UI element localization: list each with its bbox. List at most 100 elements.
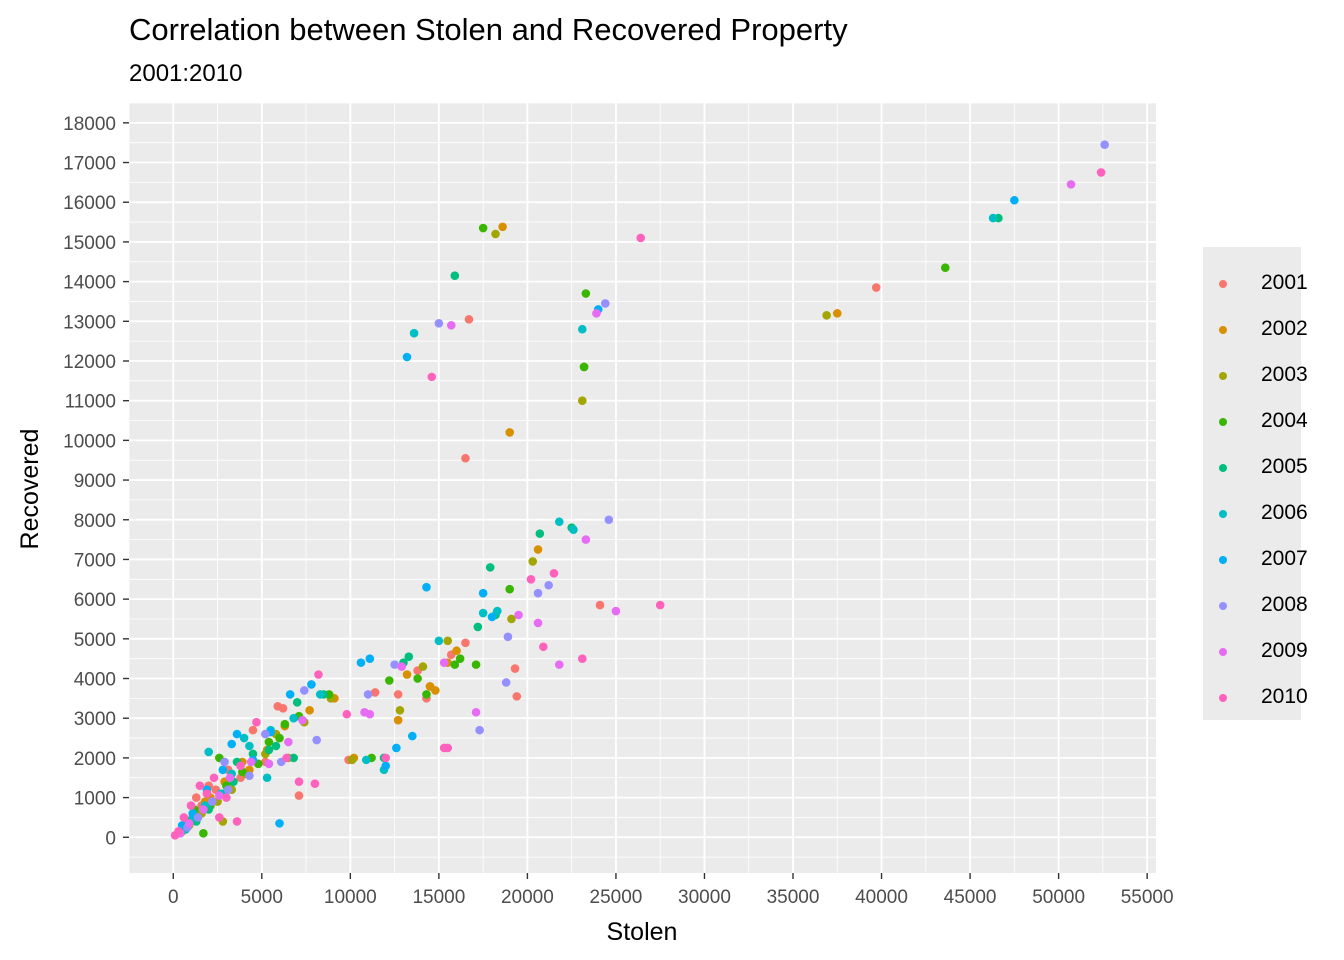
data-point-2009: [446, 320, 456, 330]
data-point-2004: [384, 676, 394, 685]
legend-label: 2003: [1261, 363, 1308, 386]
x-tick-label: 25000: [590, 887, 643, 908]
data-point-2010: [577, 654, 587, 663]
data-point-2008: [601, 299, 610, 308]
data-point-2008: [1100, 140, 1109, 149]
y-tick-label: 5000: [74, 630, 116, 651]
data-point-2008: [299, 686, 309, 695]
y-tick-label: 6000: [74, 590, 116, 611]
data-point-2002: [832, 309, 842, 318]
data-point-2004: [264, 737, 274, 747]
data-point-2001: [461, 638, 470, 648]
data-point-2004: [471, 660, 481, 669]
x-tick-label: 55000: [1121, 887, 1174, 908]
data-point-2009: [554, 660, 564, 669]
y-tick-label: 18000: [63, 114, 116, 135]
data-point-2006: [569, 525, 578, 534]
x-tick-label: 20000: [501, 887, 554, 908]
data-point-2006: [409, 328, 419, 338]
data-point-2007: [275, 819, 284, 828]
legend-key: [1219, 602, 1227, 610]
data-point-2003: [528, 557, 538, 566]
data-point-2006: [988, 213, 998, 223]
x-tick-label: 35000: [767, 887, 820, 908]
data-point-2007: [227, 739, 236, 749]
y-tick-label: 11000: [65, 392, 116, 413]
data-point-2003: [507, 614, 516, 624]
data-point-2005: [450, 271, 460, 280]
data-point-2002: [393, 715, 403, 725]
data-point-2009: [1066, 180, 1076, 189]
data-point-2001: [464, 315, 474, 324]
data-point-2006: [434, 636, 444, 646]
legend-label: 2002: [1261, 317, 1308, 340]
y-tick-label: 8000: [74, 511, 116, 532]
y-tick-label: 0: [105, 828, 116, 849]
data-point-2010: [236, 761, 245, 771]
data-point-2010: [232, 817, 242, 826]
y-tick-label: 10000: [63, 431, 116, 452]
legend-item-2006: 2006: [1203, 491, 1308, 537]
data-point-2008: [604, 515, 614, 525]
data-point-2003: [418, 662, 428, 671]
y-tick-label: 1000: [74, 789, 116, 810]
y-tick-label: 13000: [63, 312, 116, 333]
data-point-2004: [455, 654, 465, 663]
data-point-2009: [284, 737, 293, 747]
data-point-2008: [245, 771, 254, 781]
data-point-2005: [248, 749, 258, 759]
data-point-2006: [239, 733, 249, 743]
data-point-2008: [475, 725, 484, 735]
data-point-2009: [246, 757, 256, 767]
data-point-2007: [285, 690, 295, 699]
data-point-2006: [262, 773, 272, 783]
data-point-2001: [595, 600, 605, 610]
data-point-2004: [478, 223, 488, 233]
data-point-2010: [310, 779, 320, 788]
data-point-2009: [264, 759, 274, 769]
data-point-2002: [498, 222, 507, 232]
legend-label: 2001: [1261, 271, 1308, 294]
legend-item-2001: 2001: [1203, 261, 1308, 307]
chart-title: Correlation between Stolen and Recovered…: [129, 12, 848, 47]
data-point-2006: [315, 690, 325, 699]
data-point-2004: [505, 584, 514, 594]
data-point-2001: [393, 690, 403, 699]
data-point-2008: [544, 580, 553, 590]
legend-key: [1219, 326, 1227, 334]
data-point-2007: [1010, 195, 1019, 205]
data-point-2003: [577, 396, 587, 405]
y-tick-label: 3000: [74, 709, 116, 730]
data-point-2008: [533, 588, 543, 598]
data-point-2010: [381, 753, 391, 763]
data-point-2010: [636, 233, 646, 243]
legend-item-2004: 2004: [1203, 399, 1308, 445]
data-point-2010: [1096, 168, 1106, 177]
data-point-2005: [535, 529, 545, 538]
x-tick-label: 5000: [241, 887, 283, 908]
data-point-2006: [493, 606, 502, 616]
data-point-2010: [655, 600, 665, 610]
data-point-2004: [450, 660, 460, 669]
major-gridlines: [129, 103, 1156, 873]
data-point-2010: [179, 813, 189, 822]
data-point-2009: [184, 819, 194, 828]
legend-key: [1219, 694, 1227, 702]
data-point-2006: [245, 741, 254, 751]
data-point-2010: [526, 574, 536, 584]
data-point-2001: [294, 791, 304, 800]
data-point-2010: [209, 773, 219, 783]
data-point-2010: [222, 793, 231, 802]
minor-gridlines: [128, 102, 1156, 873]
data-point-2007: [365, 654, 375, 663]
data-point-2005: [271, 741, 281, 751]
data-point-2007: [356, 658, 366, 667]
y-tick-label: 2000: [74, 749, 116, 770]
data-point-2002: [533, 545, 543, 554]
legend-item-2007: 2007: [1203, 537, 1308, 583]
legend-key: [1219, 280, 1227, 288]
x-tick-label: 30000: [678, 887, 731, 908]
data-point-2007: [232, 729, 242, 739]
data-point-2006: [577, 324, 587, 334]
y-tick-label: 12000: [63, 352, 116, 373]
